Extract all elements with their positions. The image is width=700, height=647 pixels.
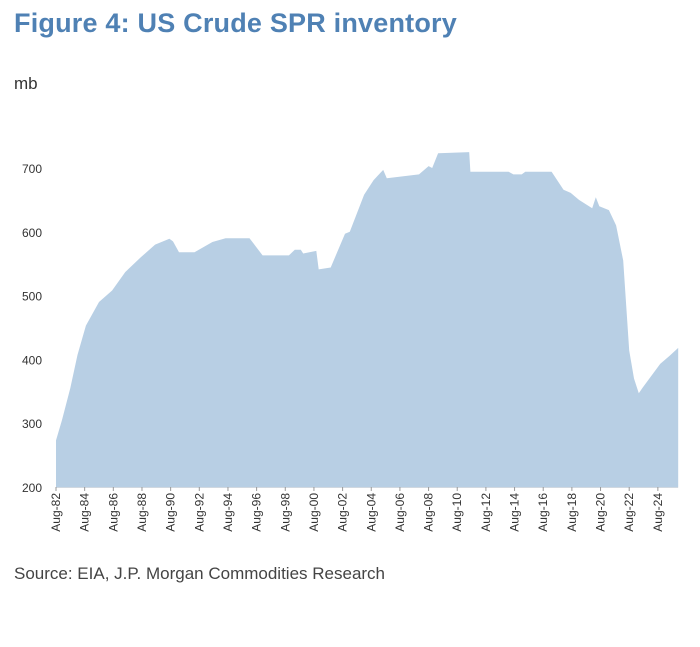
x-tick-label: Aug-12 xyxy=(479,493,493,532)
x-tick-label: Aug-24 xyxy=(651,493,665,532)
x-tick-label: Aug-08 xyxy=(422,493,436,532)
x-tick-label: Aug-84 xyxy=(78,493,92,532)
x-tick-label: Aug-16 xyxy=(536,493,550,532)
y-axis-unit-label: mb xyxy=(14,74,38,93)
x-tick-label: Aug-98 xyxy=(278,493,292,532)
y-tick-label: 500 xyxy=(22,290,42,304)
x-tick-label: Aug-14 xyxy=(508,493,522,532)
y-tick-label: 200 xyxy=(22,481,42,495)
x-tick-label: Aug-04 xyxy=(364,493,378,532)
chart-title: Figure 4: US Crude SPR inventory xyxy=(14,8,457,38)
x-tick-label: Aug-92 xyxy=(192,493,206,532)
x-tick-label: Aug-00 xyxy=(307,493,321,532)
x-tick-label: Aug-96 xyxy=(250,493,264,532)
y-tick-label: 700 xyxy=(22,162,42,176)
x-tick-label: Aug-86 xyxy=(106,493,120,532)
x-tick-label: Aug-02 xyxy=(336,493,350,532)
x-tick-label: Aug-20 xyxy=(594,493,608,532)
x-tick-label: Aug-22 xyxy=(622,493,636,532)
x-tick-label: Aug-82 xyxy=(49,493,63,532)
y-tick-label: 300 xyxy=(22,417,42,431)
x-tick-label: Aug-06 xyxy=(393,493,407,532)
x-tick-label: Aug-88 xyxy=(135,493,149,532)
y-tick-label: 600 xyxy=(22,226,42,240)
source-note: Source: EIA, J.P. Morgan Commodities Res… xyxy=(14,564,386,583)
x-tick-label: Aug-94 xyxy=(221,493,235,532)
x-tick-label: Aug-90 xyxy=(164,493,178,532)
spr-inventory-area xyxy=(56,152,679,487)
y-tick-label: 400 xyxy=(22,353,42,367)
x-tick-label: Aug-18 xyxy=(565,493,579,532)
x-tick-label: Aug-10 xyxy=(450,493,464,532)
